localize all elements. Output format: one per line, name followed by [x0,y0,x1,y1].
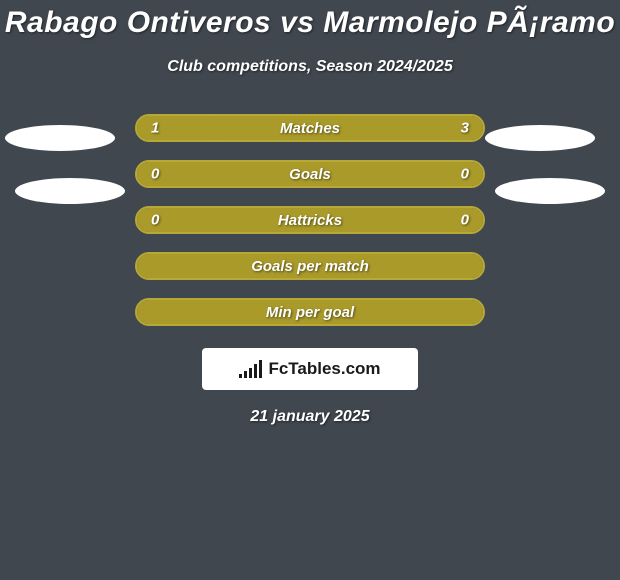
stat-label: Hattricks [278,212,342,229]
player-indicator [15,178,125,204]
stat-value-left: 0 [151,212,159,229]
stat-value-right: 3 [461,120,469,137]
stat-row: Goals 0 0 [135,160,485,188]
player-indicator [5,125,115,151]
stat-row: Goals per match [135,252,485,280]
stat-value-right: 0 [461,212,469,229]
stat-row: Min per goal [135,298,485,326]
date-label: 21 january 2025 [0,408,620,426]
stat-value-left: 0 [151,166,159,183]
logo-chart-icon [239,360,262,378]
stat-row: Hattricks 0 0 [135,206,485,234]
stat-label: Matches [280,120,340,137]
logo-text: FcTables.com [268,359,380,379]
stat-row: Matches 1 3 [135,114,485,142]
stat-label: Goals [289,166,331,183]
stat-label: Goals per match [251,258,369,275]
page-title: Rabago Ontiveros vs Marmolejo PÃ¡ramo [0,0,620,40]
player-indicator [495,178,605,204]
stat-value-left: 1 [151,120,159,137]
stats-infographic: Rabago Ontiveros vs Marmolejo PÃ¡ramo Cl… [0,0,620,580]
subtitle: Club competitions, Season 2024/2025 [0,58,620,76]
bar-fill-left [137,116,224,140]
logo: FcTables.com [202,348,418,390]
stat-value-right: 0 [461,166,469,183]
player-indicator [485,125,595,151]
stat-label: Min per goal [266,304,354,321]
